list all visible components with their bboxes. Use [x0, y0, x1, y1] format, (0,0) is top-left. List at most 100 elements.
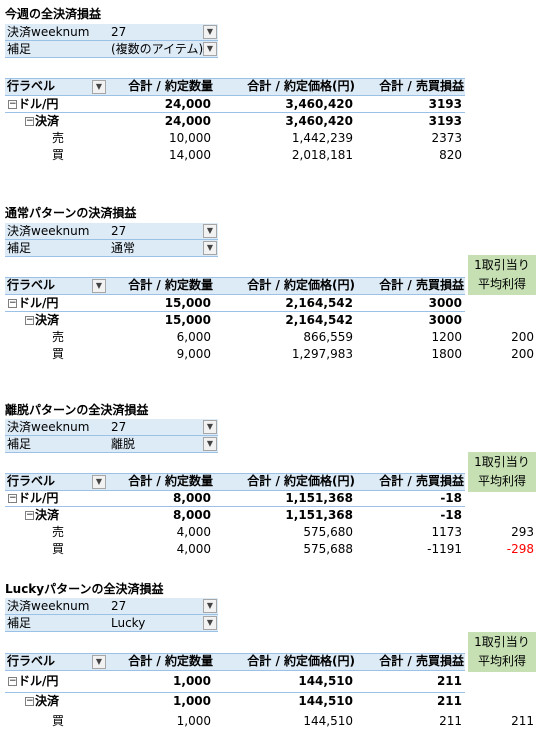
cell: 211: [436, 674, 462, 688]
cell: 144,510: [298, 674, 353, 688]
extra-cell: -298: [506, 542, 534, 556]
cell: 24,000: [164, 114, 211, 128]
cell: 4,000: [176, 525, 211, 539]
expand-toggle[interactable]: −: [25, 510, 34, 520]
cell: 1,000: [176, 714, 211, 728]
cell: 1,000: [173, 694, 211, 708]
header-dropdown[interactable]: ▼: [92, 279, 106, 293]
column-header: 合計 / 売買損益: [379, 79, 464, 93]
column-header: 合計 / 約定数量: [128, 654, 213, 668]
section-title: 離脱パターンの全決済損益: [5, 403, 149, 417]
cell: 2,018,181: [291, 148, 353, 162]
expand-toggle[interactable]: −: [8, 493, 17, 503]
cell: 8,000: [173, 491, 211, 505]
cell: 1,442,239: [291, 131, 353, 145]
header-bg: [5, 653, 465, 671]
cell: 10,000: [169, 131, 211, 145]
cell: 866,559: [303, 330, 353, 344]
header-bg: [5, 78, 465, 96]
cell: 3000: [428, 313, 462, 327]
header-bg: [5, 277, 465, 295]
header-dropdown[interactable]: ▼: [92, 655, 106, 669]
filter-label: 決済weeknum: [7, 599, 90, 613]
filter-button[interactable]: ▼: [203, 42, 217, 56]
column-header: 合計 / 約定数量: [128, 474, 213, 488]
extra-header: 1取引当り: [474, 635, 530, 649]
extra-cell: 200: [511, 330, 534, 344]
filter-button[interactable]: ▼: [203, 616, 217, 630]
row-label: 買: [52, 542, 65, 556]
cell: 2,164,542: [285, 313, 353, 327]
extra-cell: 293: [511, 525, 534, 539]
row-label: ドル/円: [18, 674, 59, 688]
cell: 211: [436, 694, 462, 708]
row-label: 売: [52, 330, 65, 344]
filter-bg: [5, 24, 218, 41]
cell: 1,151,368: [285, 508, 353, 522]
row-label: 買: [52, 347, 65, 361]
filter-label: 補足: [7, 241, 32, 255]
row-rule: [5, 692, 465, 693]
expand-toggle[interactable]: −: [25, 696, 34, 706]
cell: 2,164,542: [285, 296, 353, 310]
cell: 8,000: [173, 508, 211, 522]
extra-cell: 211: [511, 714, 534, 728]
expand-toggle[interactable]: −: [8, 298, 17, 308]
filter-value: (複数のアイテム): [111, 42, 204, 56]
cell: 15,000: [164, 313, 211, 327]
cell: 6,000: [176, 330, 211, 344]
filter-value: 27: [111, 224, 127, 238]
cell: -18: [440, 491, 462, 505]
cell: 3000: [428, 296, 462, 310]
cell: -18: [440, 508, 462, 522]
section-title: 今週の全決済損益: [5, 7, 102, 21]
extra-header: 1取引当り: [474, 258, 530, 272]
column-header: 合計 / 売買損益: [379, 278, 464, 292]
cell: 820: [439, 148, 462, 162]
filter-button[interactable]: ▼: [203, 25, 217, 39]
row-label: ドル/円: [18, 491, 59, 505]
expand-toggle[interactable]: −: [8, 99, 17, 109]
column-header: 行ラベル: [7, 79, 56, 93]
extra-header-bg: [468, 255, 536, 295]
column-header: 合計 / 約定価格(円): [247, 278, 355, 292]
row-label: 売: [52, 131, 65, 145]
cell: 211: [439, 714, 462, 728]
column-header: 合計 / 約定価格(円): [247, 79, 355, 93]
row-label: 決済: [35, 508, 60, 522]
row-rule: [5, 112, 465, 113]
column-header: 合計 / 売買損益: [379, 654, 464, 668]
filter-button[interactable]: ▼: [203, 241, 217, 255]
header-dropdown[interactable]: ▼: [92, 80, 106, 94]
filter-bg: [5, 240, 218, 257]
filter-button[interactable]: ▼: [203, 437, 217, 451]
cell: 3193: [428, 97, 462, 111]
filter-label: 決済weeknum: [7, 224, 90, 238]
extra-header-bg: [468, 452, 536, 492]
cell: 1,151,368: [285, 491, 353, 505]
cell: 14,000: [169, 148, 211, 162]
column-header: 合計 / 約定数量: [128, 278, 213, 292]
expand-toggle[interactable]: −: [25, 116, 34, 126]
cell: 144,510: [303, 714, 353, 728]
filter-button[interactable]: ▼: [203, 420, 217, 434]
cell: 15,000: [164, 296, 211, 310]
cell: -1191: [427, 542, 462, 556]
filter-label: 補足: [7, 616, 32, 630]
filter-label: 決済weeknum: [7, 25, 90, 39]
expand-toggle[interactable]: −: [8, 676, 17, 686]
column-header: 合計 / 約定価格(円): [247, 654, 355, 668]
column-header: 行ラベル: [7, 654, 56, 668]
cell: 3,460,420: [285, 97, 353, 111]
filter-button[interactable]: ▼: [203, 599, 217, 613]
expand-toggle[interactable]: −: [25, 315, 34, 325]
header-dropdown[interactable]: ▼: [92, 475, 106, 489]
row-label: 決済: [35, 114, 60, 128]
filter-button[interactable]: ▼: [203, 224, 217, 238]
filter-bg: [5, 419, 218, 436]
extra-header: 平均利得: [477, 654, 526, 668]
row-rule: [5, 311, 465, 312]
filter-label: 補足: [7, 42, 32, 56]
row-rule: [5, 506, 465, 507]
